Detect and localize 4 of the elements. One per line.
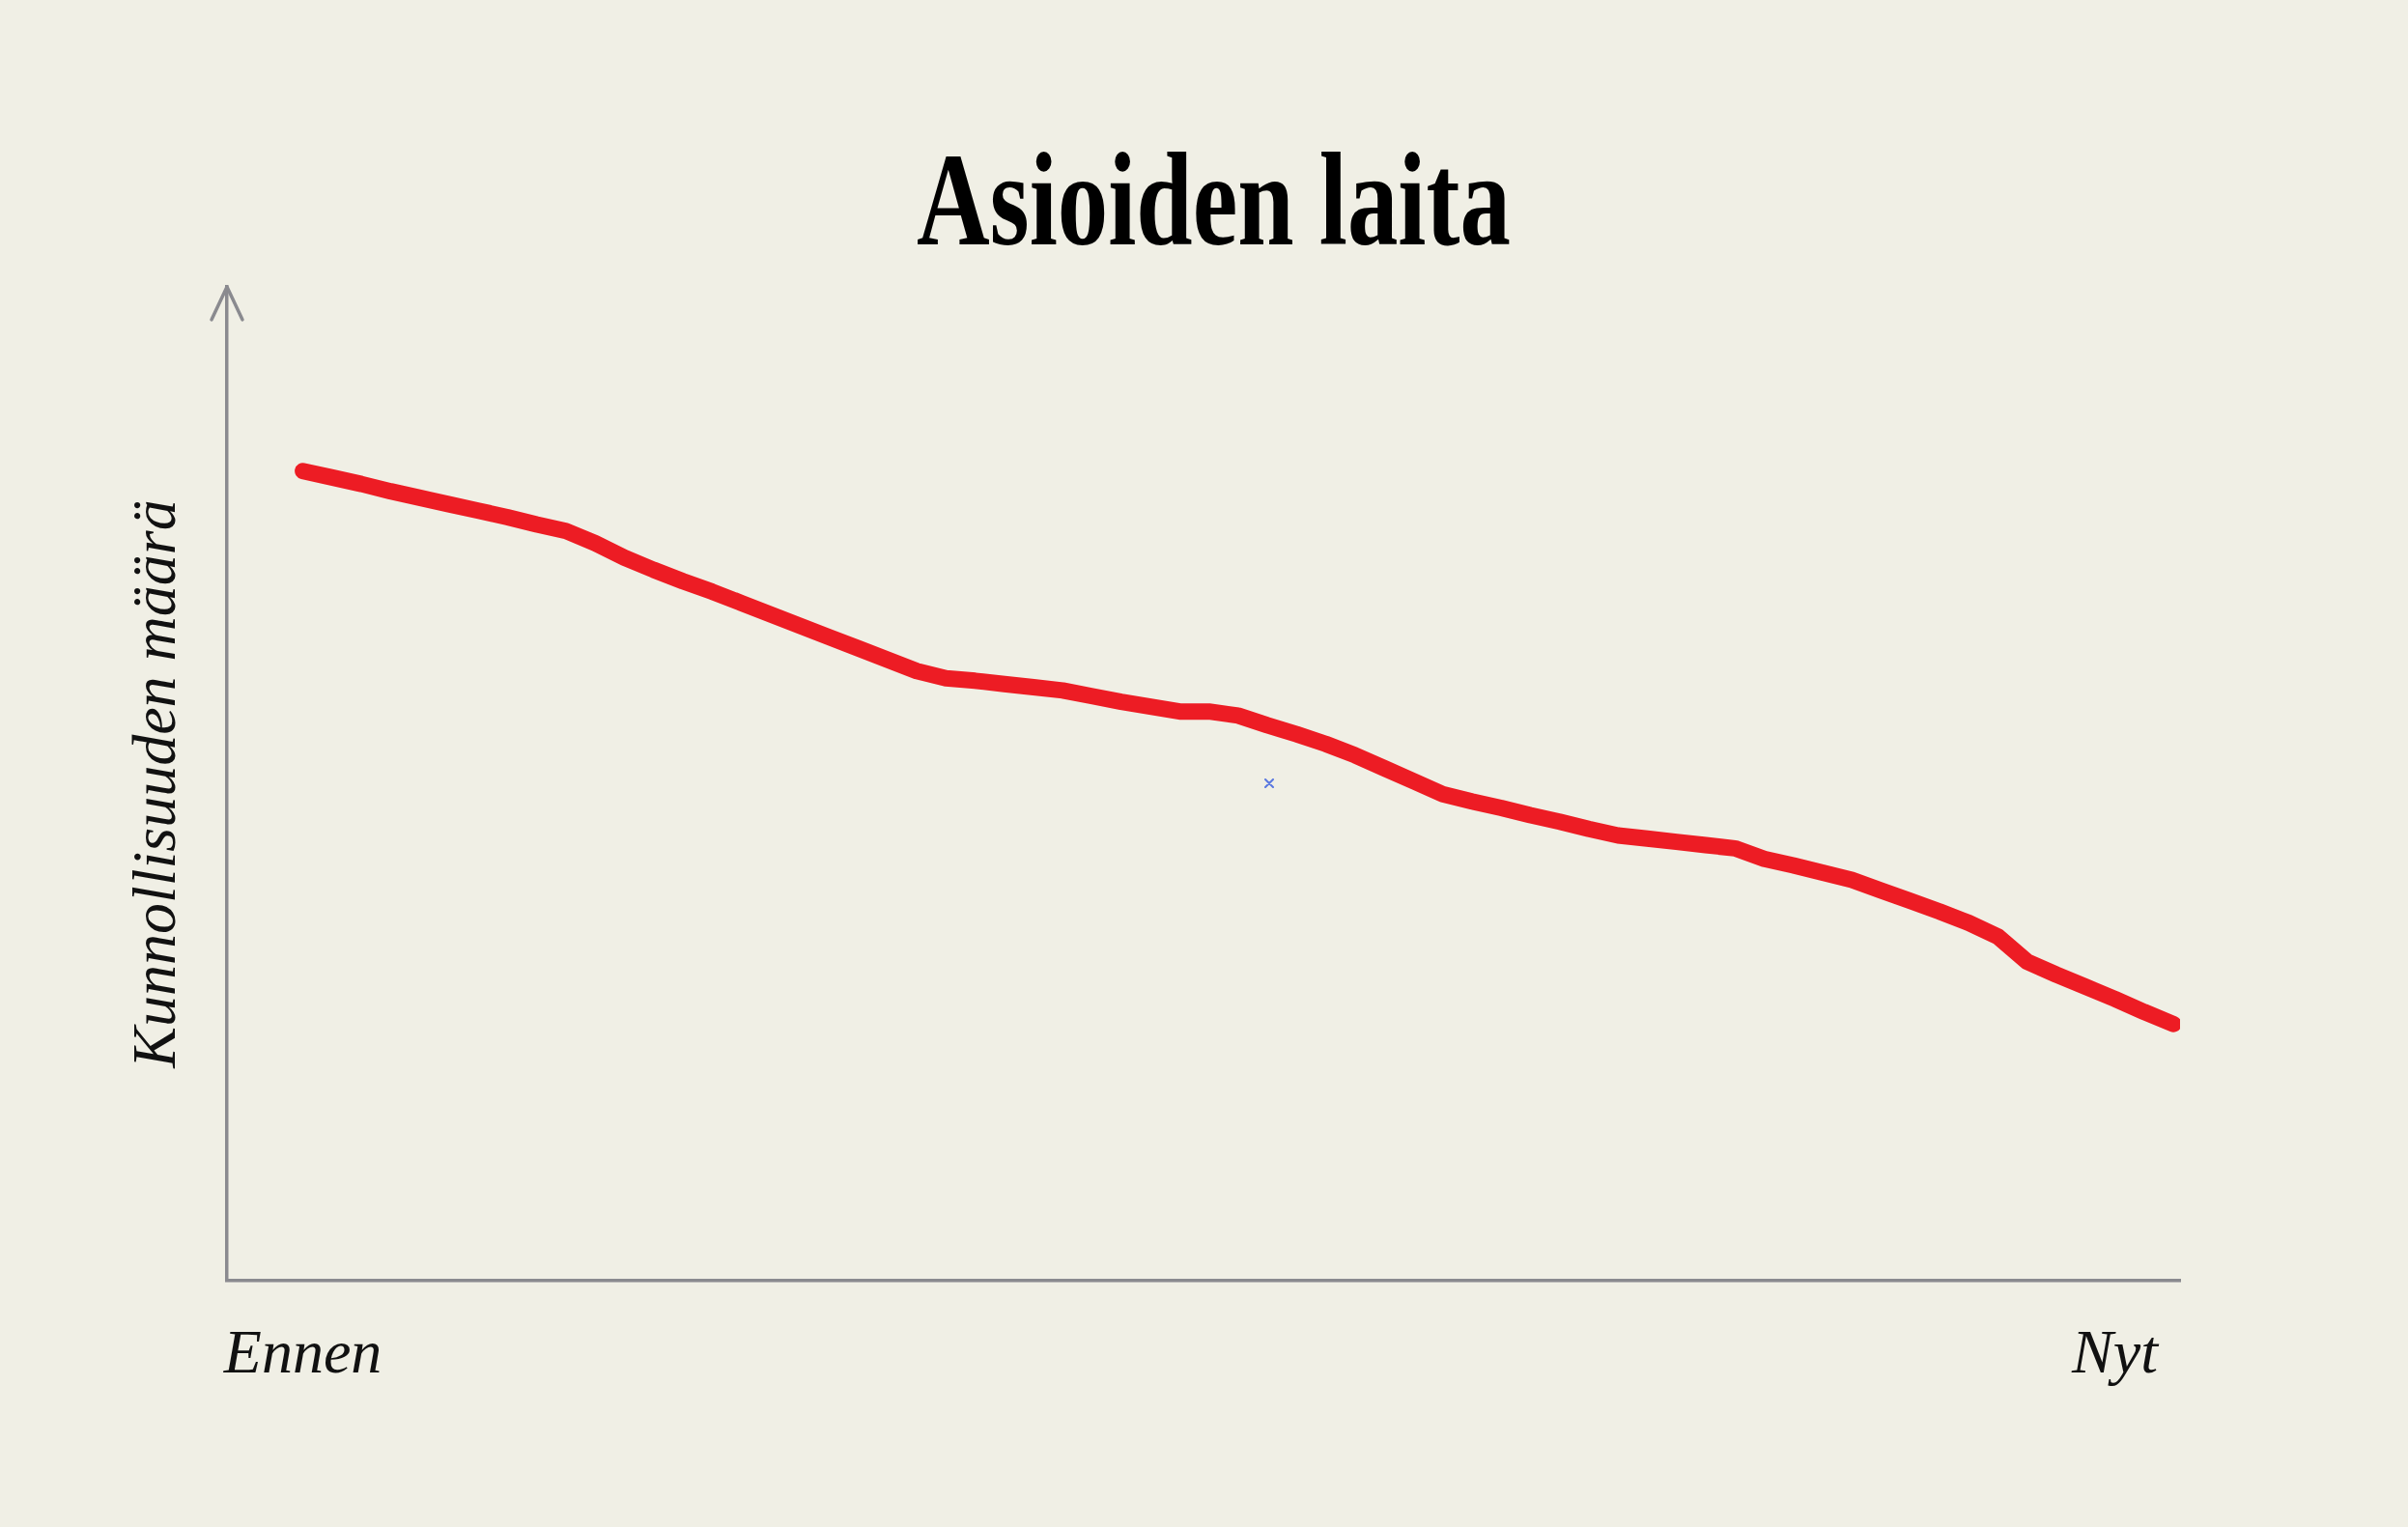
chart-title: Asioiden laita	[916, 126, 1511, 273]
x-tick-label: Nyt	[2071, 1317, 2161, 1387]
y-axis-title: Kunnollisuuden määrä	[120, 499, 189, 1069]
x-tick-label: Ennen	[222, 1317, 382, 1387]
